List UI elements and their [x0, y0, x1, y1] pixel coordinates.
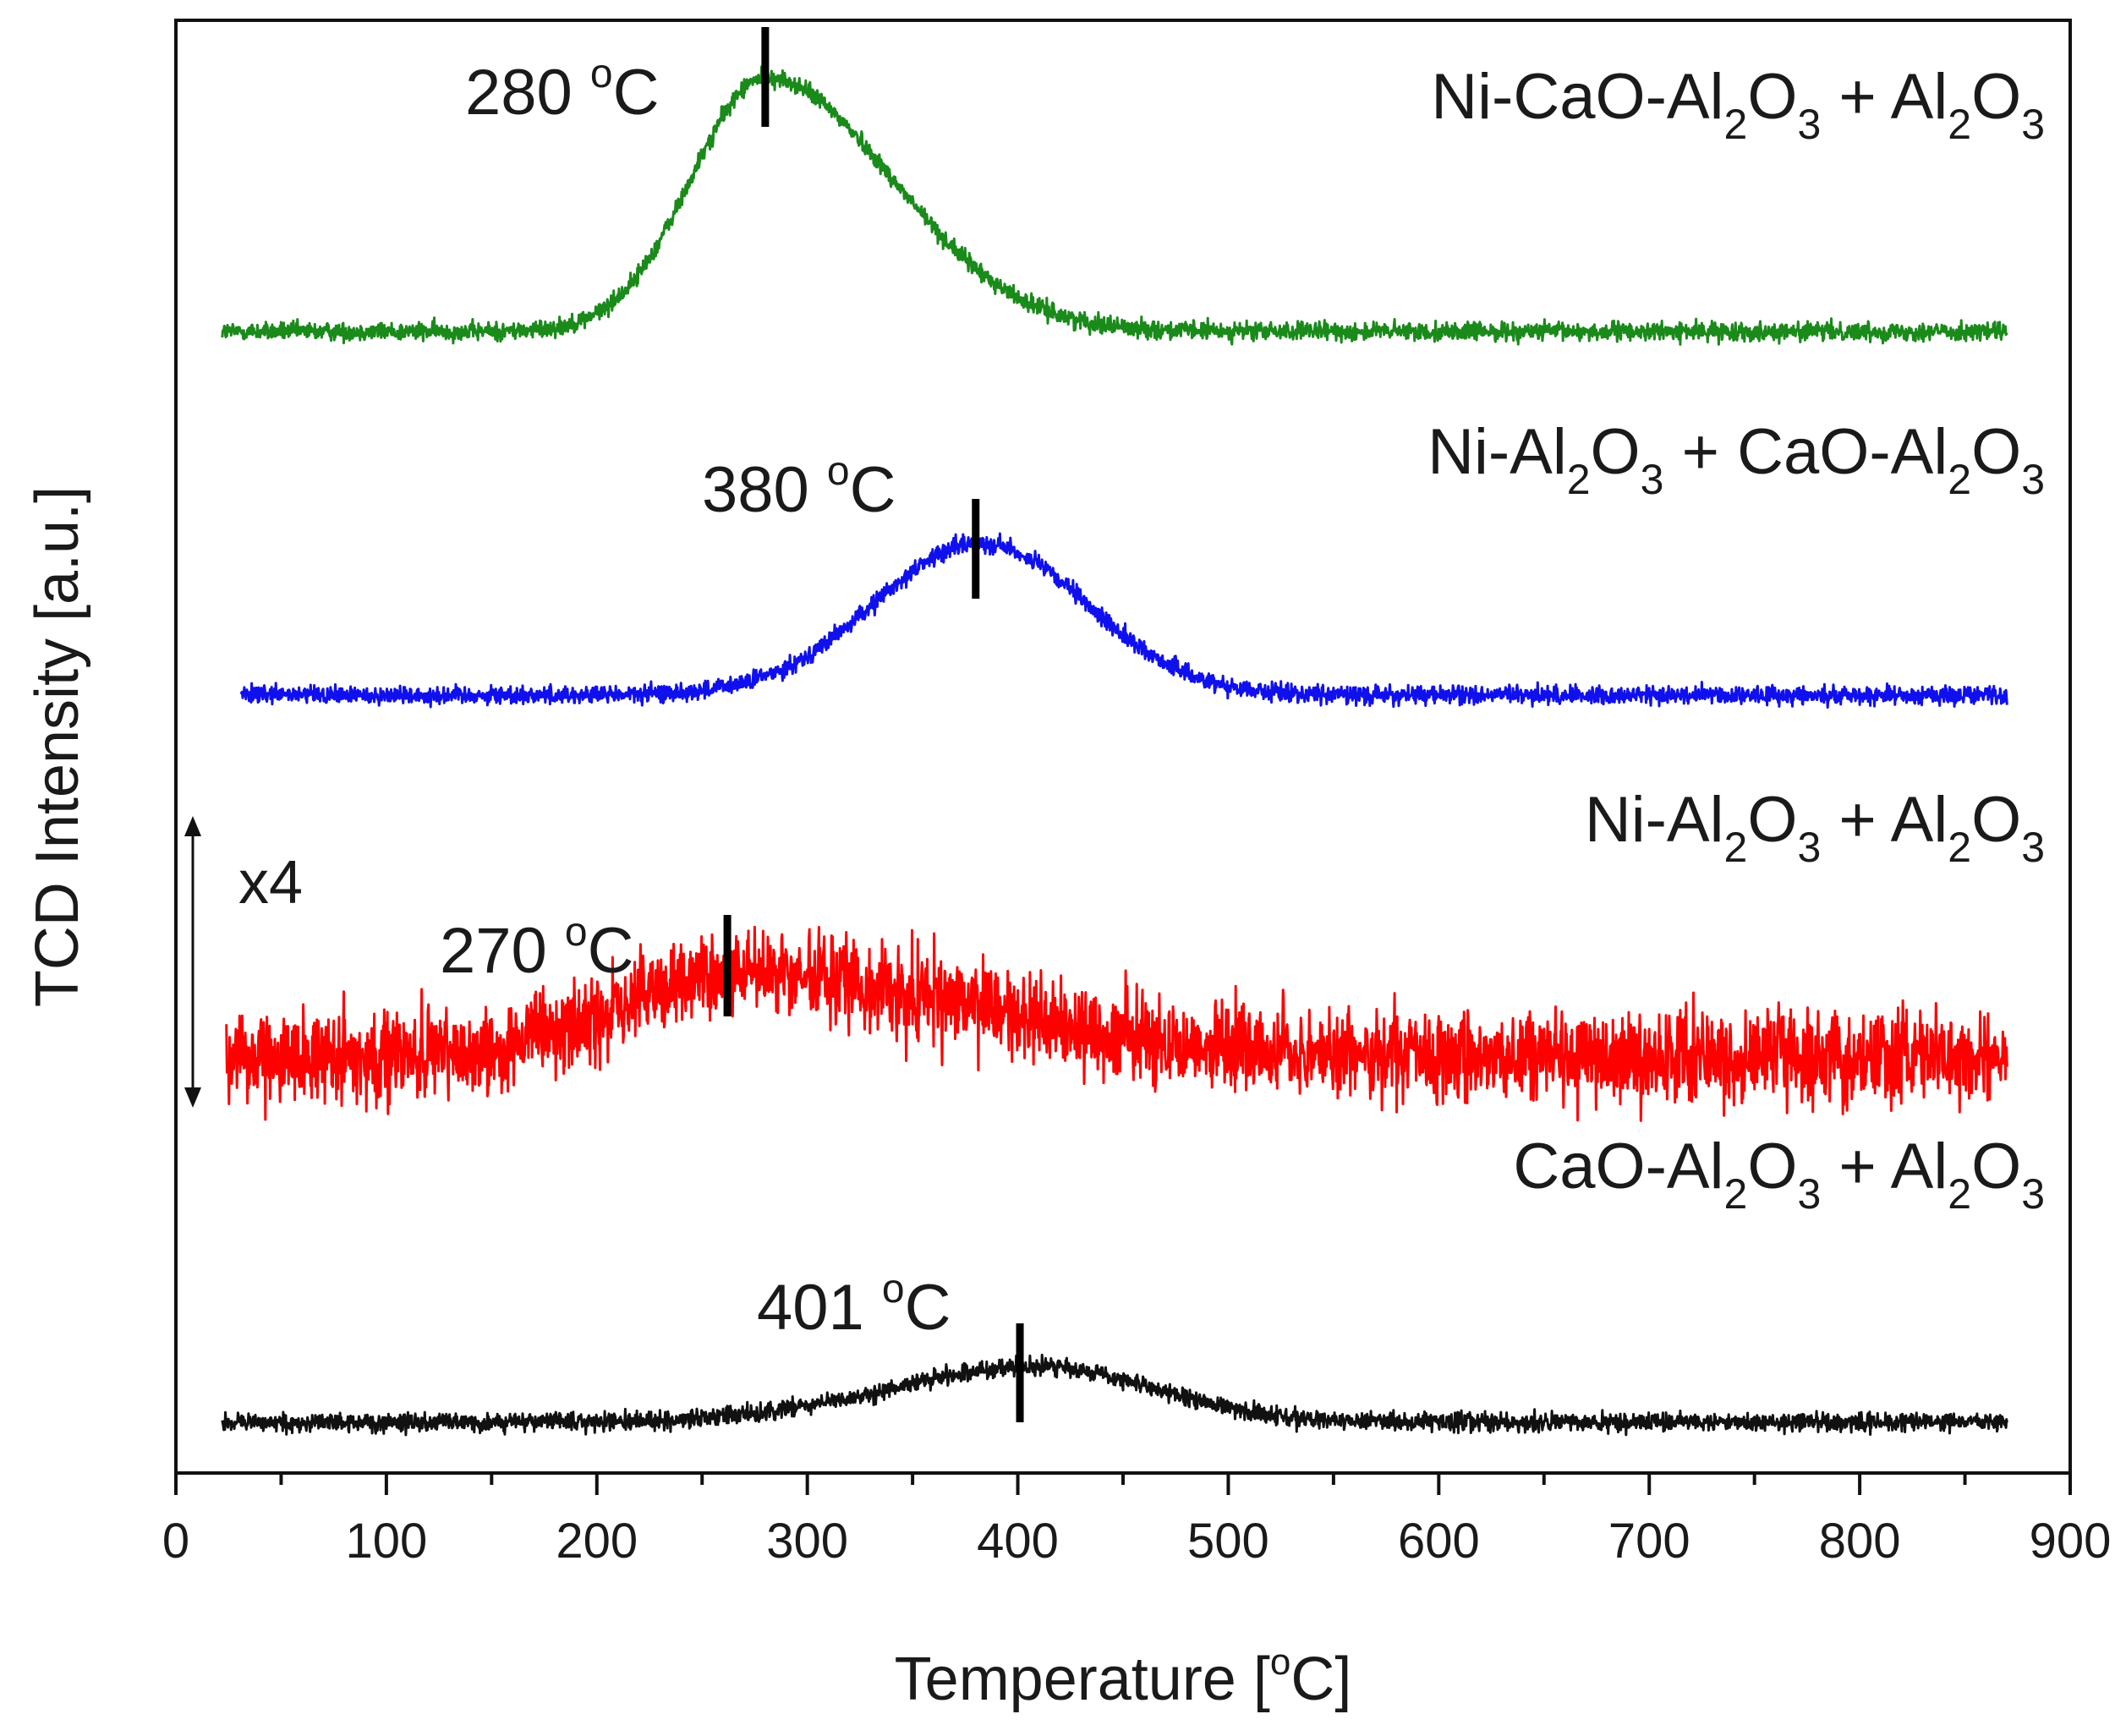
- x-tick-label: 800: [1819, 1514, 1901, 1569]
- x-tick-label: 400: [977, 1514, 1059, 1569]
- text-labels: Temperature [oC] TCD Intensity [a.u.] 280 …: [24, 52, 2045, 1713]
- peak-label-ni-al2o3: 270 oC: [440, 910, 634, 987]
- x-tick-label: 600: [1398, 1514, 1480, 1569]
- x-tick-label: 700: [1608, 1514, 1690, 1569]
- x-tick-label: 900: [2030, 1514, 2112, 1569]
- peak-label-cao-al2o3: 401 oC: [757, 1267, 951, 1344]
- peak-marker-layer: [723, 27, 1024, 1422]
- series-layer: [221, 65, 2008, 1437]
- x-tick-label: 500: [1187, 1514, 1269, 1569]
- series-line-ni-al2o3: [225, 925, 2008, 1122]
- series-line-ni-cao-al2o3: [221, 65, 2008, 346]
- series-label-ni-al2o3: Ni-Al2O3 + Al2O3: [1585, 784, 2045, 871]
- x-tick-label: 100: [345, 1514, 427, 1569]
- x-axis-title: Temperature [oC]: [895, 1641, 1352, 1713]
- peak-label-ni-al2o3-cao-al2o3: 380 oC: [702, 449, 896, 526]
- plot-axes-box: [174, 19, 2072, 1475]
- series-line-ni-al2o3-cao-al2o3: [239, 532, 2008, 709]
- x-tick-label: 0: [162, 1514, 189, 1569]
- x-tick-label: 300: [766, 1514, 848, 1569]
- series-label-ni-cao-al2o3: Ni-CaO-Al2O3 + Al2O3: [1431, 61, 2045, 148]
- series-label-ni-al2o3-cao-al2o3: Ni-Al2O3 + CaO-Al2O3: [1427, 416, 2045, 503]
- series-label-cao-al2o3: CaO-Al2O3 + Al2O3: [1513, 1131, 2045, 1218]
- y-axis-title: TCD Intensity [a.u.]: [24, 486, 91, 1007]
- series-line-cao-al2o3: [221, 1353, 2008, 1437]
- scale-factor-label: x4: [238, 849, 303, 917]
- peak-label-ni-cao-al2o3: 280 oC: [465, 52, 660, 129]
- scale-arrow-head-down: [184, 1087, 201, 1108]
- scale-arrow-head-up: [184, 816, 201, 836]
- plot-frame: [174, 19, 2072, 1475]
- x-axis-ticks: 0 100 200 300 400 500 600 700 800 900: [162, 1473, 2112, 1569]
- x-tick-label: 200: [556, 1514, 638, 1569]
